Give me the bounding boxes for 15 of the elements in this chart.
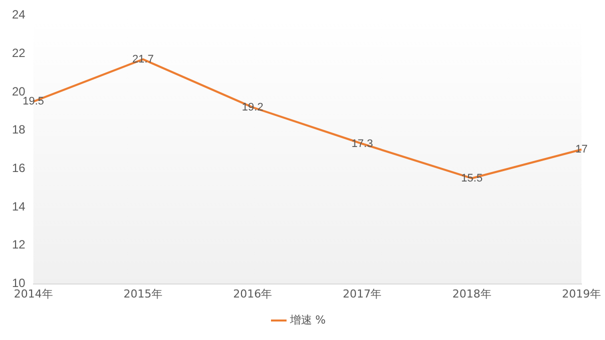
x-tick-label: 2019年 xyxy=(562,287,602,300)
x-tick-label: 2018年 xyxy=(452,287,492,300)
legend-label: 增速 % xyxy=(288,313,326,326)
y-tick-label: 20 xyxy=(12,84,26,98)
x-tick-label: 2015年 xyxy=(123,287,162,300)
y-tick-label: 18 xyxy=(12,122,26,137)
x-tick-label: 2016年 xyxy=(233,287,272,300)
y-tick-label: 12 xyxy=(12,238,26,252)
data-label: 17 xyxy=(575,144,588,156)
x-tick-label: 2017年 xyxy=(342,287,382,300)
y-tick-label: 24 xyxy=(12,8,26,22)
y-tick-label: 14 xyxy=(12,199,26,214)
y-tick-label: 16 xyxy=(12,161,26,175)
y-tick-label: 22 xyxy=(12,46,26,60)
data-label: 19.5 xyxy=(22,96,44,108)
